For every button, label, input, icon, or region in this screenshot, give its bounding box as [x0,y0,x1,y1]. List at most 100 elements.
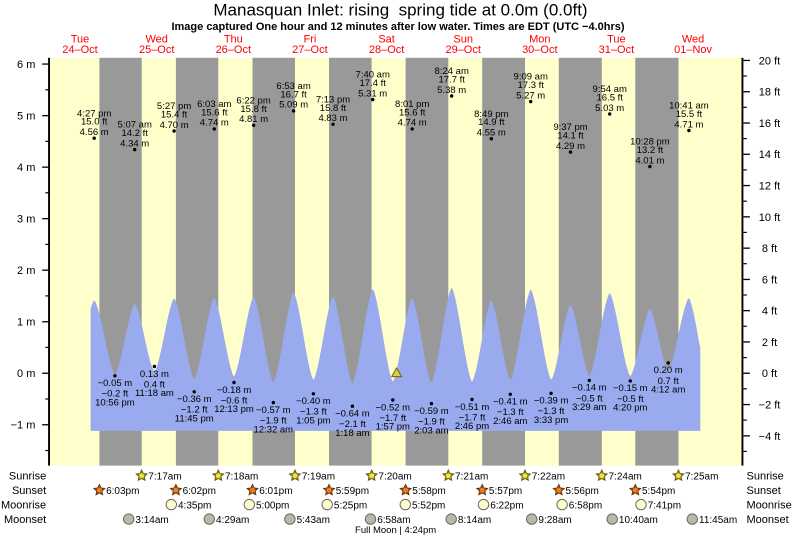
svg-text:27–Oct: 27–Oct [292,44,327,56]
svg-text:7:24am: 7:24am [609,471,642,482]
svg-text:0.13 m: 0.13 m [140,369,169,380]
svg-text:Sunrise: Sunrise [747,470,784,482]
svg-text:15.5 ft: 15.5 ft [676,109,703,120]
svg-text:28–Oct: 28–Oct [369,44,404,56]
svg-text:−0.14 m: −0.14 m [572,383,607,394]
svg-text:4.71 m: 4.71 m [674,119,703,130]
svg-text:Wed: Wed [145,33,167,45]
svg-text:−0.2 ft: −0.2 ft [102,389,129,400]
svg-text:4 m: 4 m [17,162,35,174]
svg-text:4.70 m: 4.70 m [160,120,189,131]
svg-text:15.0 ft: 15.0 ft [81,117,108,128]
svg-text:3:33 pm: 3:33 pm [534,415,568,426]
svg-text:9:28am: 9:28am [538,515,571,526]
svg-text:4.01 m: 4.01 m [635,155,664,166]
svg-text:7:19am: 7:19am [302,471,335,482]
svg-text:5.31 m: 5.31 m [358,88,387,99]
svg-text:30–Oct: 30–Oct [522,44,557,56]
svg-text:4.55 m: 4.55 m [477,128,506,139]
svg-text:17.3 ft: 17.3 ft [517,80,544,91]
svg-text:5:56pm: 5:56pm [566,486,599,497]
svg-text:15.8 ft: 15.8 ft [240,104,267,115]
svg-text:6:58pm: 6:58pm [569,500,602,511]
svg-text:−0.40 m: −0.40 m [296,396,331,407]
svg-text:6:03pm: 6:03pm [106,486,139,497]
svg-text:−0.5 ft: −0.5 ft [617,394,644,405]
svg-text:26–Oct: 26–Oct [216,44,251,56]
svg-text:−0.59 m: −0.59 m [414,406,449,417]
svg-text:6 ft: 6 ft [762,274,777,286]
svg-text:9:54 am: 9:54 am [593,84,627,95]
svg-text:2 ft: 2 ft [762,337,777,349]
svg-text:17.7 ft: 17.7 ft [438,75,465,86]
svg-text:−1.3 ft: −1.3 ft [538,406,565,417]
svg-text:9:09 am: 9:09 am [514,72,548,83]
svg-text:−1.2 ft: −1.2 ft [181,405,208,416]
svg-text:5 m: 5 m [17,111,35,123]
svg-text:−4 ft: −4 ft [759,431,781,443]
svg-text:1 m: 1 m [17,317,35,329]
svg-text:7:13 pm: 7:13 pm [316,94,350,105]
svg-text:−1.3 ft: −1.3 ft [497,407,524,418]
svg-text:7:20am: 7:20am [378,471,411,482]
svg-text:−0.05 m: −0.05 m [98,378,133,389]
svg-text:17.4 ft: 17.4 ft [359,78,386,89]
svg-text:−0.64 m: −0.64 m [335,409,370,420]
svg-text:15.8 ft: 15.8 ft [320,103,347,114]
svg-text:14.1 ft: 14.1 ft [557,131,584,142]
svg-text:Sunrise: Sunrise [9,470,46,482]
svg-text:6:58am: 6:58am [377,515,410,526]
svg-text:6:01pm: 6:01pm [259,486,292,497]
svg-text:31–Oct: 31–Oct [599,44,634,56]
svg-text:−0.5 ft: −0.5 ft [576,393,603,404]
svg-text:25–Oct: 25–Oct [139,44,174,56]
svg-text:2:46 am: 2:46 am [493,416,527,427]
svg-text:−0.41 m: −0.41 m [493,397,528,408]
svg-text:1:57 pm: 1:57 pm [376,422,410,433]
svg-text:0.4 ft: 0.4 ft [144,379,165,390]
svg-text:4.56 m: 4.56 m [80,127,109,138]
svg-text:−0.6 ft: −0.6 ft [221,395,248,406]
svg-text:5.03 m: 5.03 m [595,103,624,114]
svg-text:Moonset: Moonset [4,514,46,526]
svg-text:15.6 ft: 15.6 ft [399,107,426,118]
svg-text:Manasquan Inlet: rising sprin: Manasquan Inlet: rising spring tide at 0… [213,1,587,20]
svg-text:4.74 m: 4.74 m [200,118,229,129]
svg-text:2:03 am: 2:03 am [414,425,448,436]
svg-text:4.83 m: 4.83 m [318,113,347,124]
svg-text:4:20 pm: 4:20 pm [613,403,647,414]
svg-text:11:45am: 11:45am [699,515,737,526]
svg-text:10:40am: 10:40am [619,515,658,526]
svg-text:5:59pm: 5:59pm [336,486,369,497]
svg-text:−1.3 ft: −1.3 ft [300,407,327,418]
svg-text:16 ft: 16 ft [759,118,780,130]
svg-text:6:22 pm: 6:22 pm [236,95,270,106]
svg-text:1:18 am: 1:18 am [335,428,369,439]
svg-text:7:18am: 7:18am [225,471,258,482]
svg-text:Moonrise: Moonrise [747,499,792,511]
svg-text:5:43am: 5:43am [297,515,330,526]
svg-text:0.20 m: 0.20 m [654,365,683,376]
svg-text:01–Nov: 01–Nov [674,44,712,56]
svg-text:7:22am: 7:22am [532,471,565,482]
svg-text:−1.7 ft: −1.7 ft [459,412,486,423]
svg-text:11:45 pm: 11:45 pm [175,414,214,425]
svg-text:−0.57 m: −0.57 m [256,405,291,416]
svg-text:0 ft: 0 ft [762,368,777,380]
svg-text:−1.9 ft: −1.9 ft [260,416,287,427]
svg-text:11:18 am: 11:18 am [135,388,174,399]
svg-text:4:27 pm: 4:27 pm [77,108,111,119]
svg-text:−0.52 m: −0.52 m [376,402,411,413]
svg-text:16.7 ft: 16.7 ft [280,89,307,100]
svg-text:13.2 ft: 13.2 ft [637,145,664,156]
svg-text:5:27 pm: 5:27 pm [157,101,191,112]
svg-text:4:12 am: 4:12 am [651,385,685,396]
svg-text:10 ft: 10 ft [759,212,780,224]
svg-text:−2.1 ft: −2.1 ft [339,419,366,430]
svg-text:Tue: Tue [71,33,90,45]
svg-text:−0.39 m: −0.39 m [534,396,569,407]
svg-text:Thu: Thu [224,33,243,45]
svg-text:−0.15 m: −0.15 m [613,383,648,394]
svg-text:−2 ft: −2 ft [759,400,781,412]
svg-text:1:05 pm: 1:05 pm [296,416,330,427]
